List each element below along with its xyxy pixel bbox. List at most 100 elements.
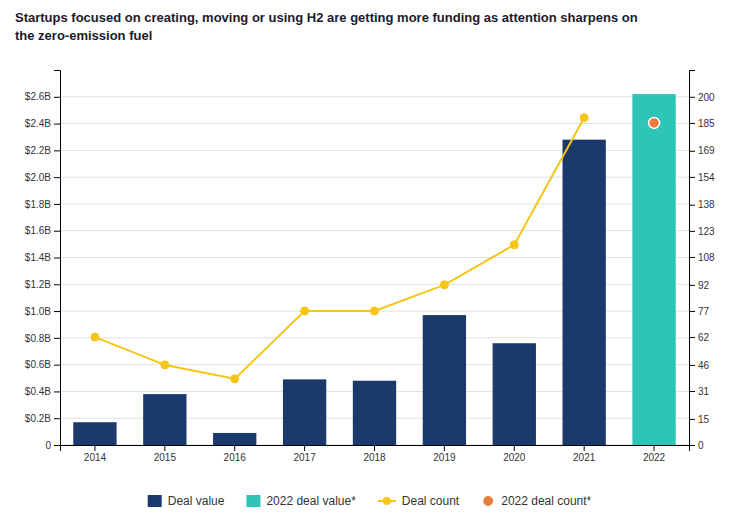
tick-mark bbox=[54, 177, 60, 178]
point bbox=[161, 361, 169, 369]
tick: 2020 bbox=[503, 445, 526, 463]
tick-label: $0.2B bbox=[25, 413, 51, 424]
tick-label: 2014 bbox=[84, 452, 107, 463]
tick-label: 200 bbox=[698, 92, 715, 103]
tick: $1.2B bbox=[25, 279, 60, 290]
tick: 62 bbox=[689, 332, 710, 343]
tick-label: 2019 bbox=[433, 452, 456, 463]
grid bbox=[60, 97, 689, 445]
tick-mark bbox=[54, 258, 60, 259]
point bbox=[580, 114, 588, 122]
point bbox=[510, 241, 518, 249]
tick-label: 0 bbox=[698, 440, 704, 451]
legend-label: 2022 deal count* bbox=[501, 494, 591, 508]
legend-swatch bbox=[148, 495, 162, 507]
line bbox=[95, 118, 584, 379]
tick-mark bbox=[54, 124, 60, 125]
point bbox=[301, 307, 309, 315]
bar bbox=[423, 315, 466, 445]
tick-label: 185 bbox=[698, 118, 715, 129]
tick-mark bbox=[54, 338, 60, 339]
tick-mark bbox=[689, 205, 695, 206]
bar bbox=[353, 381, 396, 445]
bar bbox=[632, 94, 675, 445]
tick-label: 0 bbox=[45, 440, 51, 451]
point bbox=[231, 375, 239, 383]
tick-mark bbox=[514, 445, 515, 451]
tick-mark bbox=[444, 445, 445, 451]
grid-line bbox=[60, 123, 689, 124]
tick: 2014 bbox=[84, 445, 107, 463]
legend-item: Deal count bbox=[378, 494, 460, 508]
tick-mark bbox=[54, 284, 60, 285]
tick-label: 46 bbox=[698, 360, 710, 371]
point bbox=[649, 117, 660, 128]
tick: 108 bbox=[689, 252, 715, 263]
tick-label: 2016 bbox=[224, 452, 247, 463]
chart: Startups focused on creating, moving or … bbox=[0, 0, 739, 523]
bar bbox=[283, 379, 326, 445]
tick-label: $2.6B bbox=[25, 91, 51, 102]
tick-mark bbox=[54, 391, 60, 392]
tick: 2018 bbox=[363, 445, 386, 463]
title: Startups focused on creating, moving or … bbox=[15, 10, 638, 43]
tick-label: 123 bbox=[698, 226, 715, 237]
tick: 77 bbox=[689, 306, 710, 317]
tick: $1.4B bbox=[25, 252, 60, 263]
tick-label: $1.2B bbox=[25, 279, 51, 290]
tick: $1.6B bbox=[25, 225, 60, 236]
tick-mark bbox=[689, 231, 695, 232]
legend-label: Deal count bbox=[402, 494, 460, 508]
bar bbox=[563, 140, 606, 445]
tick: 0 bbox=[45, 440, 60, 451]
bar bbox=[493, 343, 536, 445]
tick-mark bbox=[689, 419, 695, 420]
tick-label: 77 bbox=[698, 306, 710, 317]
tick: 200 bbox=[689, 92, 715, 103]
legend-swatch bbox=[383, 497, 391, 505]
point bbox=[371, 307, 379, 315]
tick-mark bbox=[54, 150, 60, 151]
marks bbox=[73, 94, 675, 445]
tick: 2016 bbox=[224, 445, 247, 463]
legend-item: 2022 deal count* bbox=[483, 494, 592, 508]
tick-mark bbox=[374, 445, 375, 451]
legend-swatch bbox=[246, 495, 260, 507]
tick-label: $1.0B bbox=[25, 306, 51, 317]
tick-label: $1.6B bbox=[25, 225, 51, 236]
tick-label: 2021 bbox=[573, 452, 596, 463]
plot: 0$0.2B$0.4B$0.6B$0.8B$1.0B$1.2B$1.4B$1.6… bbox=[25, 71, 715, 464]
tick: 123 bbox=[689, 226, 715, 237]
tick-mark bbox=[584, 445, 585, 451]
tick-label: $1.8B bbox=[25, 199, 51, 210]
tick-label: 92 bbox=[698, 280, 710, 291]
tick-mark bbox=[94, 445, 95, 451]
tick: $2.0B bbox=[25, 172, 60, 183]
tick-mark bbox=[689, 311, 695, 312]
tick: 92 bbox=[689, 280, 710, 291]
tick-mark bbox=[689, 257, 695, 258]
tick: 2021 bbox=[573, 445, 596, 463]
tick: 15 bbox=[689, 414, 710, 425]
series bbox=[632, 94, 675, 445]
series bbox=[73, 140, 606, 445]
point bbox=[91, 333, 99, 341]
tick-label: $2.2B bbox=[25, 145, 51, 156]
tick-mark bbox=[54, 204, 60, 205]
tick-label: $2.0B bbox=[25, 172, 51, 183]
y2-axis: 0153146627792108123138154169185200 bbox=[689, 71, 715, 451]
tick-mark bbox=[54, 311, 60, 312]
axis-line bbox=[61, 446, 690, 452]
tick-mark bbox=[689, 337, 695, 338]
tick-mark bbox=[54, 365, 60, 366]
tick: 31 bbox=[689, 386, 710, 397]
tick: $1.0B bbox=[25, 306, 60, 317]
tick: $0.8B bbox=[25, 333, 60, 344]
tick-mark bbox=[689, 177, 695, 178]
tick-mark bbox=[689, 285, 695, 286]
tick-label: $0.4B bbox=[25, 386, 51, 397]
bar bbox=[213, 433, 256, 445]
tick-label: 169 bbox=[698, 145, 715, 156]
x-axis: 201420152016201720182019202020212022 bbox=[61, 445, 690, 463]
tick: 185 bbox=[689, 118, 715, 129]
